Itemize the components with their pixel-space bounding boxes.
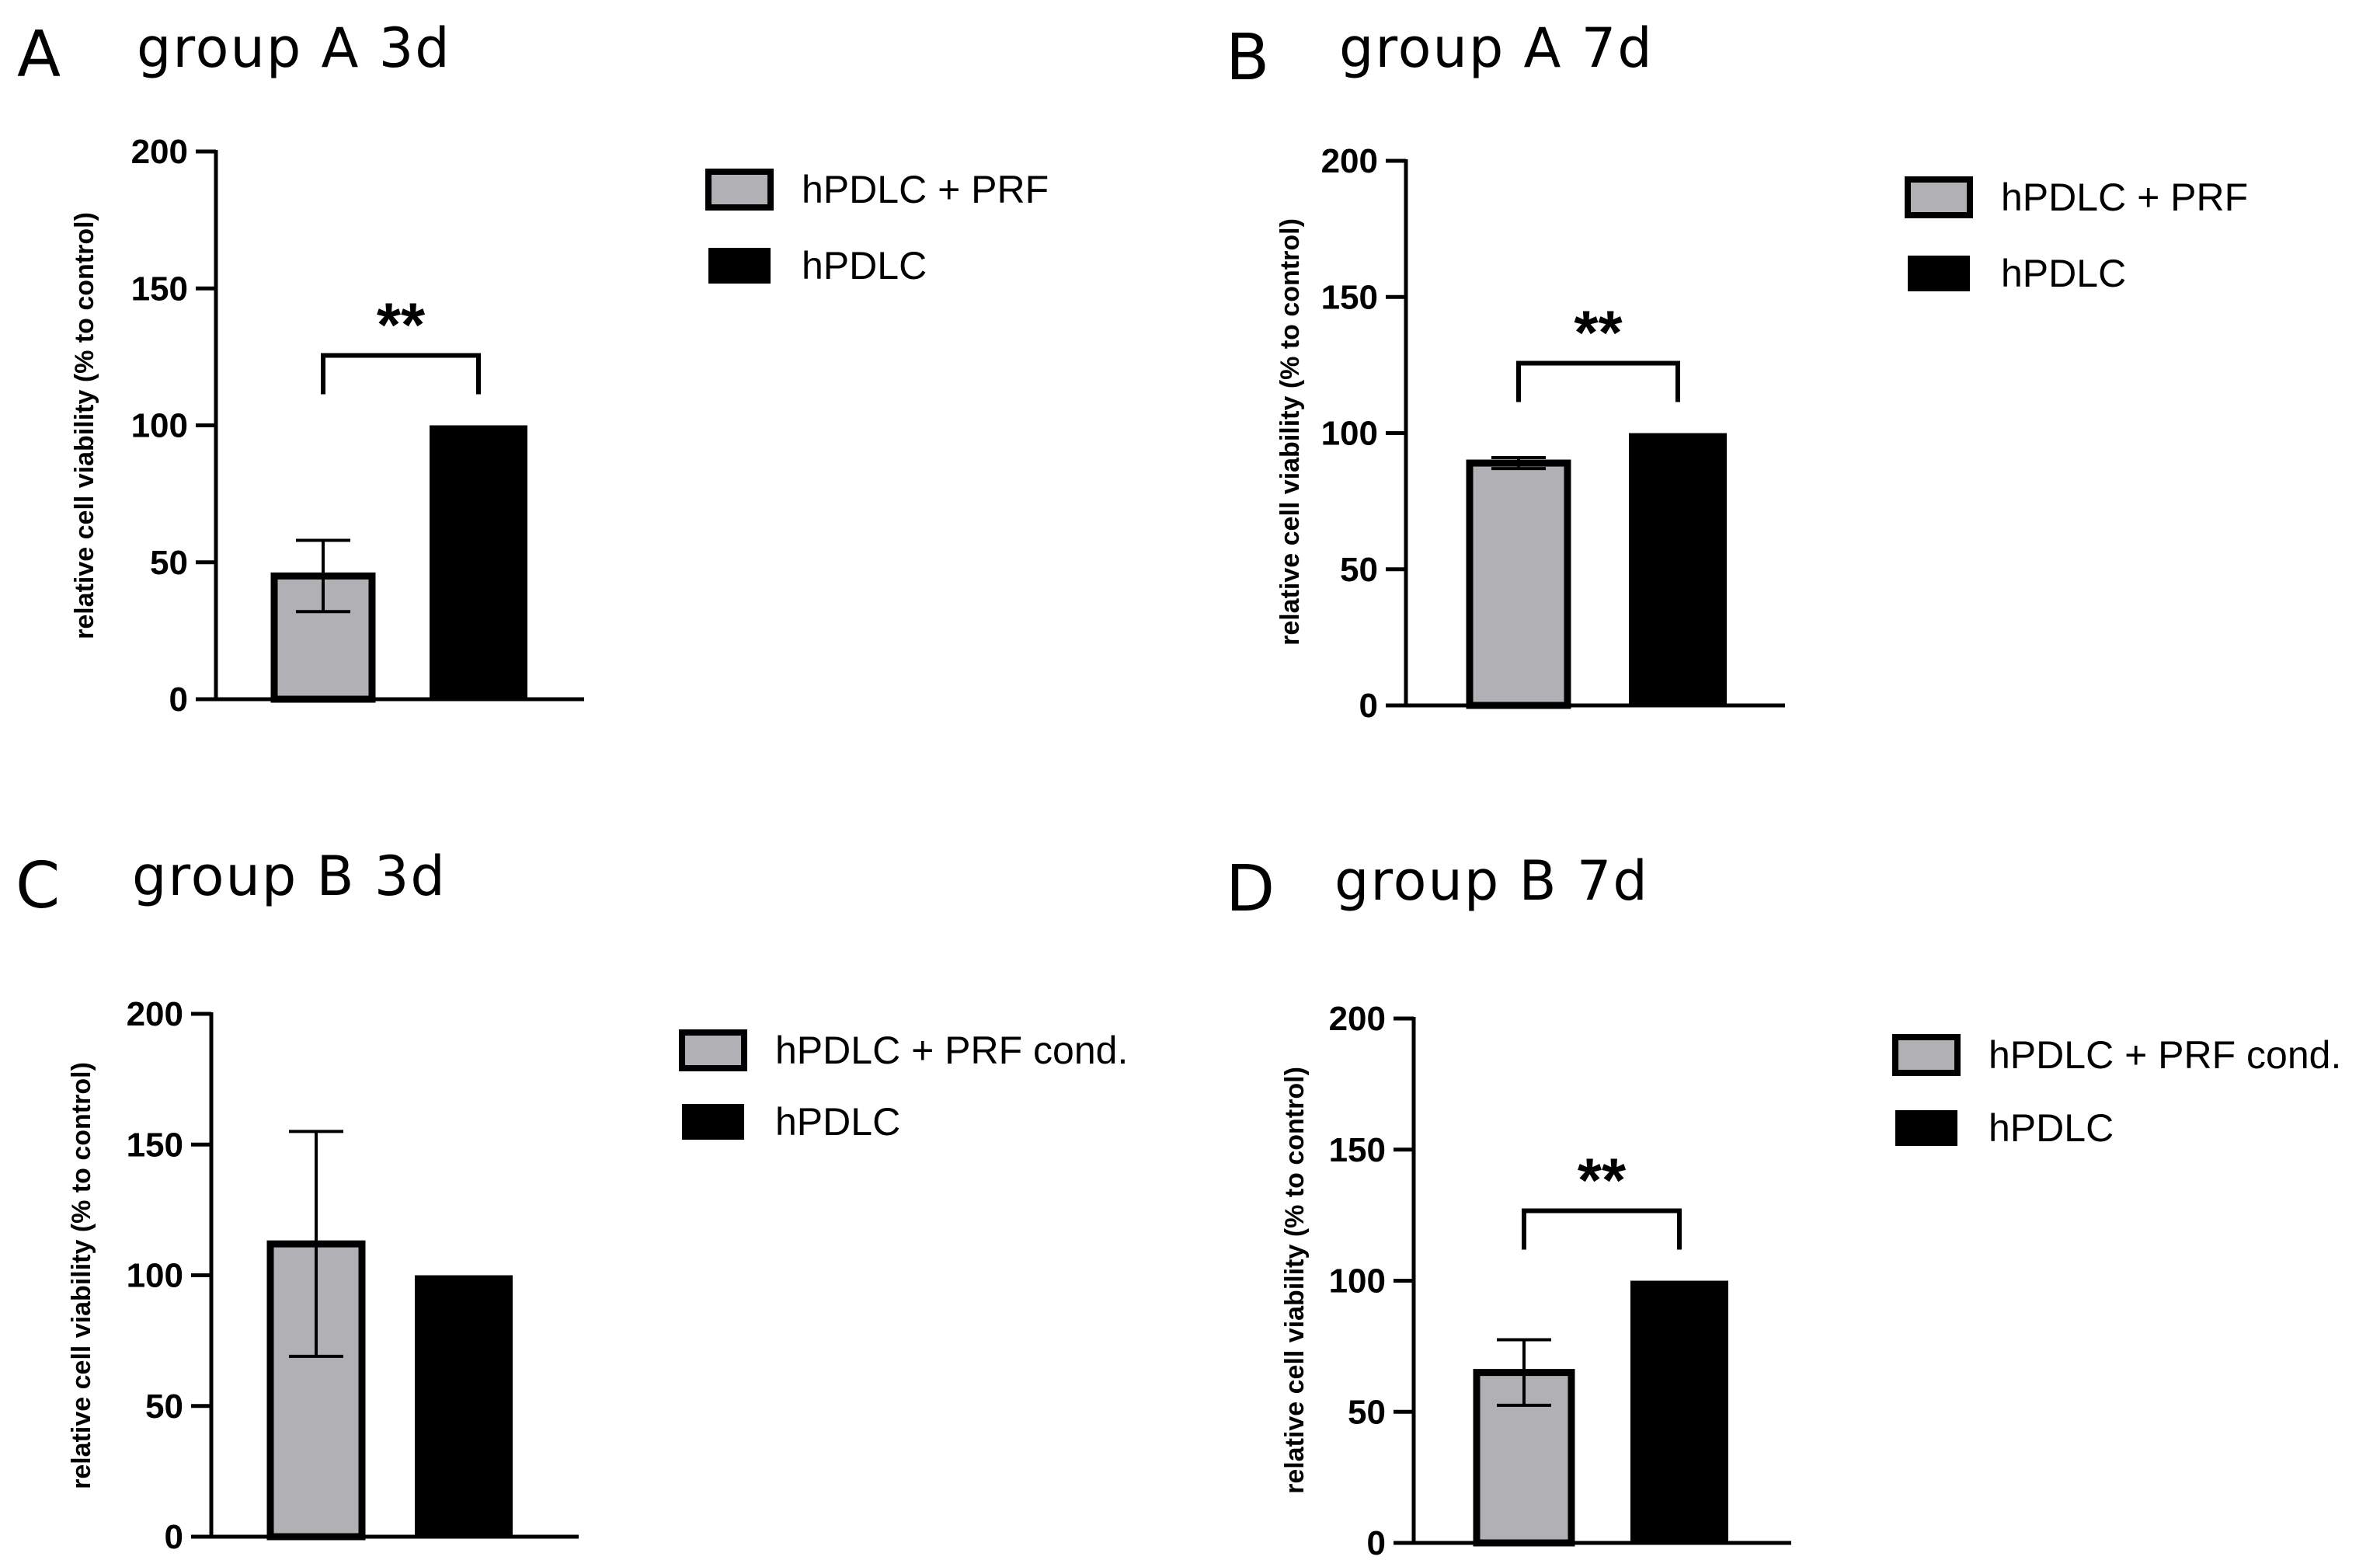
y-tick-label-b: 100: [1321, 415, 1378, 453]
y-tick-label-a: 50: [150, 544, 188, 582]
legend-swatch-c: [679, 1029, 747, 1071]
y-tick-label-d: 0: [1367, 1524, 1386, 1560]
legend-label-a: hPDLC + PRF: [802, 168, 1049, 211]
y-tick-label-d: 100: [1329, 1262, 1386, 1301]
y-tick-label-a: 100: [131, 407, 188, 445]
legend-swatch-c: [682, 1104, 744, 1140]
bar-control-a: [430, 425, 527, 699]
legend-swatch-d: [1892, 1034, 1961, 1076]
significance-bracket-a: [321, 353, 481, 395]
chart-title-d: group B 7d: [1334, 849, 1649, 913]
legend-label-c: hPDLC + PRF cond.: [775, 1029, 1128, 1072]
legend-swatch-d: [1895, 1110, 1957, 1146]
legend-swatch-b: [1905, 176, 1973, 218]
error-bar-a: [296, 538, 350, 614]
y-tick-label-c: 0: [165, 1518, 183, 1556]
y-tick-label-b: 200: [1321, 142, 1378, 180]
y-tick-label-c: 150: [127, 1126, 183, 1164]
bar-control-b: [1629, 433, 1727, 705]
chart-title-a: group A 3d: [137, 16, 451, 80]
panel-letter-c: C: [16, 849, 60, 923]
significance-label-b: **: [1574, 298, 1623, 367]
legend-swatch-b: [1908, 256, 1970, 291]
y-tick-label-d: 50: [1348, 1393, 1386, 1431]
y-tick-label-b: 150: [1321, 278, 1378, 316]
legend-label-d: hPDLC + PRF cond.: [1989, 1033, 2341, 1077]
legend-label-b: hPDLC + PRF: [2001, 176, 2248, 219]
y-axis-label-b: relative cell viability (% to control): [1275, 218, 1305, 646]
significance-label-d: **: [1578, 1146, 1627, 1215]
panel-letter-a: A: [17, 18, 61, 92]
chart-title-b: group A 7d: [1339, 16, 1654, 80]
y-tick-label-b: 50: [1340, 551, 1378, 589]
legend-label-d: hPDLC: [1989, 1106, 2114, 1150]
bar-control-d: [1630, 1280, 1728, 1543]
legend-label-b: hPDLC: [2001, 252, 2126, 295]
y-tick-label-c: 100: [127, 1257, 183, 1295]
significance-label-a: **: [377, 291, 426, 360]
y-axis-label-c: relative cell viability (% to control): [67, 1062, 96, 1489]
legend-label-c: hPDLC: [775, 1100, 900, 1144]
y-tick-label-a: 200: [131, 133, 188, 171]
y-tick-label-a: 150: [131, 270, 188, 308]
significance-bracket-d: [1522, 1208, 1682, 1250]
y-tick-label-d: 150: [1329, 1131, 1386, 1169]
y-axis-label-d: relative cell viability (% to control): [1280, 1067, 1310, 1494]
panel-letter-d: D: [1226, 852, 1275, 926]
significance-bracket-b: [1516, 360, 1680, 402]
legend-label-a: hPDLC: [802, 244, 927, 287]
y-tick-label-a: 0: [169, 681, 188, 719]
bar-control-c: [415, 1275, 513, 1537]
y-tick-label-c: 50: [145, 1388, 183, 1426]
y-tick-label-d: 200: [1329, 1000, 1386, 1038]
y-tick-label-b: 0: [1359, 687, 1378, 725]
y-axis-label-a: relative cell viability (% to control): [70, 212, 99, 639]
panel-letter-b: B: [1226, 21, 1269, 95]
legend-swatch-a: [708, 248, 771, 284]
y-tick-label-c: 200: [127, 995, 183, 1033]
error-bar-b: [1491, 456, 1546, 471]
error-bar-c: [289, 1130, 343, 1358]
error-bar-d: [1497, 1338, 1551, 1407]
chart-title-c: group B 3d: [132, 844, 447, 908]
bar-prf-b: [1466, 459, 1571, 709]
legend-swatch-a: [705, 169, 774, 211]
